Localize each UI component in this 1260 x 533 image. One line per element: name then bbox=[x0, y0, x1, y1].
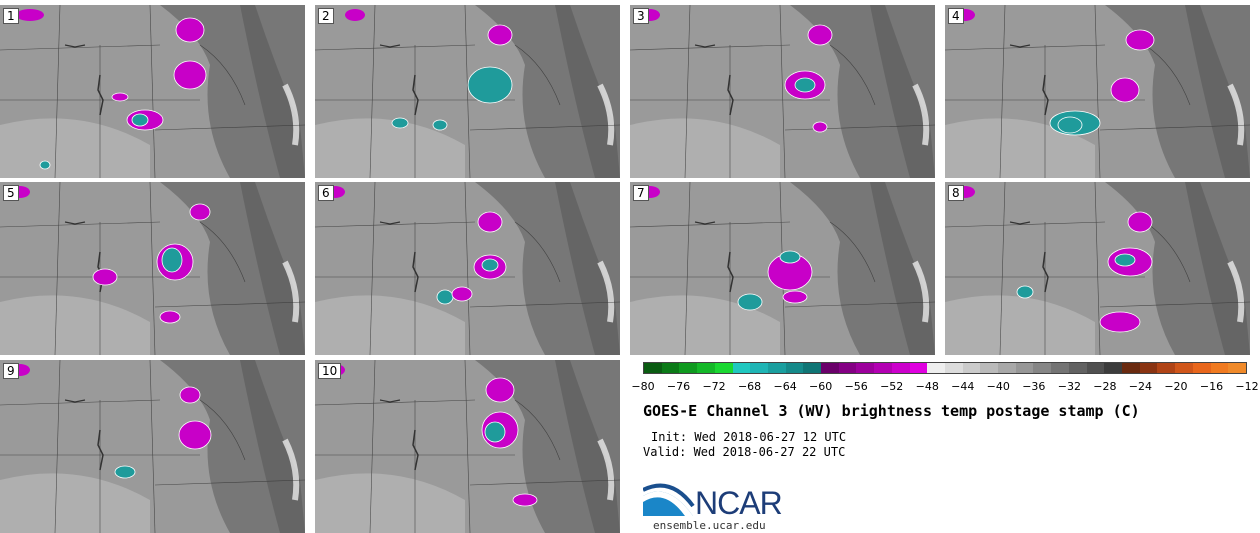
panel-number: 6 bbox=[318, 185, 334, 201]
map-panel: 1 bbox=[0, 5, 305, 178]
colorbar-tick-label: −64 bbox=[773, 380, 797, 393]
colorbar-swatch bbox=[821, 363, 839, 373]
panel-number: 10 bbox=[318, 363, 342, 379]
init-time: Init: Wed 2018-06-27 12 UTC bbox=[651, 430, 847, 444]
colorbar-tick-label: −40 bbox=[986, 380, 1010, 393]
map-panel: 7 bbox=[630, 182, 935, 355]
map-panel: 3 bbox=[630, 5, 935, 178]
panel-number: 3 bbox=[633, 8, 649, 24]
colorbar-swatch bbox=[661, 363, 680, 373]
colorbar-tick-label: −80 bbox=[631, 380, 655, 393]
colorbar-swatch bbox=[644, 363, 662, 373]
colorbar-swatch bbox=[1033, 363, 1052, 373]
map-panel: 5 bbox=[0, 182, 305, 355]
colorbar-swatch bbox=[927, 363, 945, 373]
map-panel: 4 bbox=[945, 5, 1250, 178]
colorbar-swatch bbox=[1139, 363, 1158, 373]
colorbar-swatch bbox=[944, 363, 963, 373]
colorbar-swatch bbox=[891, 363, 910, 373]
colorbar-tick-label: −36 bbox=[1022, 380, 1046, 393]
colorbar-swatch bbox=[750, 363, 768, 373]
colorbar-tick-label: −32 bbox=[1057, 380, 1081, 393]
colorbar-swatch bbox=[909, 363, 928, 373]
colorbar-tick-label: −52 bbox=[880, 380, 904, 393]
panel-number: 9 bbox=[3, 363, 19, 379]
colorbar-swatch bbox=[714, 363, 733, 373]
panel-number: 7 bbox=[633, 185, 649, 201]
map-panel: 2 bbox=[315, 5, 620, 178]
colorbar-tick-label: −28 bbox=[1093, 380, 1117, 393]
colorbar-swatch bbox=[785, 363, 804, 373]
colorbar-tick-label: −56 bbox=[844, 380, 868, 393]
ncar-logo-icon bbox=[643, 483, 695, 516]
colorbar-swatch bbox=[1015, 363, 1034, 373]
colorbar-swatch bbox=[1210, 363, 1229, 373]
panel-number: 2 bbox=[318, 8, 334, 24]
panel-number: 1 bbox=[3, 8, 19, 24]
colorbar-tick-label: −24 bbox=[1128, 380, 1153, 393]
colorbar-tick-label: −16 bbox=[1199, 380, 1224, 393]
colorbar-tick-label: −68 bbox=[737, 380, 762, 393]
colorbar bbox=[643, 362, 1247, 374]
colorbar-swatch bbox=[962, 363, 981, 373]
colorbar-swatch bbox=[980, 363, 999, 373]
colorbar-swatch bbox=[838, 363, 857, 373]
colorbar-swatch bbox=[1192, 363, 1211, 373]
colorbar-swatch bbox=[1157, 363, 1176, 373]
valid-time: Valid: Wed 2018-06-27 22 UTC bbox=[643, 445, 846, 459]
colorbar-swatch bbox=[1051, 363, 1069, 373]
colorbar-tick-label: −60 bbox=[809, 380, 833, 393]
colorbar-tick-label: −76 bbox=[666, 380, 691, 393]
colorbar-swatch bbox=[1228, 363, 1246, 373]
colorbar-swatch bbox=[1068, 363, 1087, 373]
colorbar-swatch bbox=[767, 363, 786, 373]
colorbar-tick-label: −20 bbox=[1164, 380, 1188, 393]
colorbar-labels: −80 −76 −72 −68 −64 −60 −56 −52 −48 −44 −40 −36 −32−… bbox=[631, 380, 1258, 394]
colorbar-swatch bbox=[998, 363, 1016, 373]
colorbar-tick-label: −44 bbox=[951, 380, 975, 393]
colorbar-swatch bbox=[856, 363, 875, 373]
panel-number: 4 bbox=[948, 8, 964, 24]
colorbar-swatch bbox=[732, 363, 751, 373]
panel-number: 8 bbox=[948, 185, 964, 201]
ncar-logo-text: NCAR bbox=[695, 485, 783, 521]
map-panel: 10 bbox=[315, 360, 620, 533]
map-panel: 6 bbox=[315, 182, 620, 355]
colorbar-tick-label: −48 bbox=[915, 380, 939, 393]
colorbar-swatch bbox=[697, 363, 715, 373]
colorbar-tick-label: −72 bbox=[702, 380, 726, 393]
colorbar-swatch bbox=[1104, 363, 1122, 373]
map-panel: 8 bbox=[945, 182, 1250, 355]
colorbar-tick-label: −12 bbox=[1235, 380, 1259, 393]
panel-number: 5 bbox=[3, 185, 19, 201]
map-panel: 9 bbox=[0, 360, 305, 533]
colorbar-swatch bbox=[679, 363, 698, 373]
logo-url: ensemble.ucar.edu bbox=[653, 519, 766, 532]
colorbar-swatch bbox=[1175, 363, 1193, 373]
colorbar-swatch bbox=[874, 363, 892, 373]
colorbar-swatch bbox=[1121, 363, 1140, 373]
figure-title: GOES-E Channel 3 (WV) brightness temp po… bbox=[643, 402, 1140, 420]
colorbar-swatch bbox=[803, 363, 822, 373]
colorbar-swatch bbox=[1086, 363, 1105, 373]
